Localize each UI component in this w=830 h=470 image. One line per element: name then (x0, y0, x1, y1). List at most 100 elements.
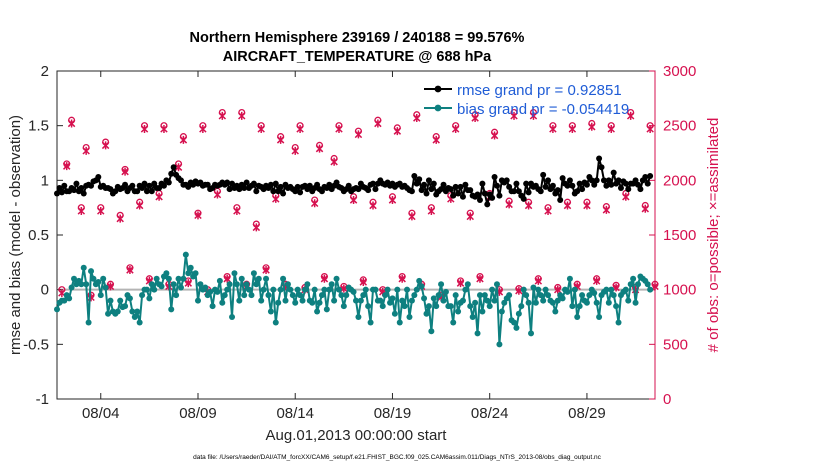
bias-point (430, 295, 437, 302)
bias-point (501, 299, 508, 306)
obs-assimilated-marker (622, 192, 630, 201)
bias-point (452, 292, 459, 299)
obs-assimilated-marker (194, 211, 202, 220)
bias-point (486, 303, 493, 310)
obs-assimilated-marker (315, 144, 324, 153)
bias-point (175, 275, 182, 282)
bias-point (540, 297, 547, 304)
bias-point (328, 281, 335, 288)
bias-point (314, 308, 321, 315)
rmse-point (549, 182, 556, 189)
bias-point (267, 308, 274, 315)
rmse-point (637, 186, 644, 193)
rmse-series (54, 155, 654, 208)
rmse-point (540, 171, 547, 178)
rmse-point (428, 186, 435, 193)
rmse-point (457, 183, 464, 190)
y-left-tick-label: -0.5 (23, 336, 49, 353)
bias-point (83, 281, 90, 288)
bias-point (357, 297, 364, 304)
rmse-point (600, 177, 607, 184)
bias-point (394, 286, 401, 293)
x-tick-label: 08/04 (82, 405, 120, 422)
rmse-point (644, 180, 651, 187)
bias-point (537, 292, 544, 299)
bias-point (549, 299, 556, 306)
rmse-point (447, 186, 454, 193)
rmse-point (236, 186, 243, 193)
rmse-point (170, 164, 177, 171)
bias-point (525, 299, 532, 306)
bias-point (418, 283, 425, 290)
bias-point (593, 299, 600, 306)
bias-point (399, 297, 406, 304)
bias-point (340, 303, 347, 310)
obs-assimilated-marker (549, 124, 557, 133)
bias-point (559, 295, 566, 302)
rmse-point (647, 172, 654, 179)
bias-point (153, 275, 160, 282)
bias-point (301, 286, 308, 293)
bias-point (180, 275, 187, 282)
rmse-point (88, 182, 95, 189)
rmse-point (503, 177, 510, 184)
bias-point (644, 281, 651, 288)
rmse-point (61, 182, 68, 189)
rmse-point (297, 189, 304, 196)
rmse-point (185, 183, 192, 190)
rmse-point (608, 181, 615, 188)
bias-point (275, 299, 282, 306)
rmse-point (462, 181, 469, 188)
rmse-point (160, 182, 167, 189)
bias-point (455, 308, 462, 315)
bias-point (255, 275, 262, 282)
bias-point (192, 270, 199, 277)
bias-point (425, 303, 432, 310)
bias-point (143, 286, 150, 293)
rmse-point (537, 188, 544, 195)
bias-point (377, 297, 384, 304)
bias-point (489, 286, 496, 293)
bias-point (185, 270, 192, 277)
bias-point (248, 292, 255, 299)
obs-assimilated-marker (456, 279, 465, 288)
bias-point (372, 286, 379, 293)
obs-assimilated-marker (262, 265, 270, 274)
bias-point (459, 297, 466, 304)
rmse-point (277, 183, 284, 190)
rmse-point (440, 181, 447, 188)
rmse-point (479, 180, 486, 187)
bias-point (54, 306, 60, 313)
obs-assimilated-marker (199, 124, 207, 133)
bias-point (627, 281, 634, 288)
bias-point (146, 295, 153, 302)
bias-point (78, 281, 85, 288)
rmse-point (423, 190, 430, 197)
obs-assimilated-marker (524, 201, 533, 210)
obs-assimilated-marker (476, 274, 484, 283)
bias-point (80, 264, 87, 271)
bias-point (474, 330, 481, 337)
obs-assimilated-marker (116, 214, 124, 223)
bias-point (564, 288, 571, 295)
bias-point (173, 292, 180, 299)
obs-assimilated-marker (427, 206, 436, 215)
bias-point (260, 286, 267, 293)
bias-point (299, 297, 306, 304)
rmse-point (452, 183, 459, 190)
rmse-point (605, 177, 612, 184)
rmse-point (564, 182, 571, 189)
rmse-point (511, 188, 518, 195)
obs-assimilated-marker (354, 130, 363, 139)
rmse-point (622, 180, 629, 187)
bias-point (396, 319, 403, 326)
bias-point (238, 275, 245, 282)
bias-point (270, 286, 277, 293)
bias-point (71, 275, 78, 282)
bias-point (114, 308, 121, 315)
rmse-point (476, 197, 483, 204)
bias-point (613, 303, 620, 310)
obs-assimilated-marker (330, 157, 338, 166)
bias-point (263, 275, 270, 282)
